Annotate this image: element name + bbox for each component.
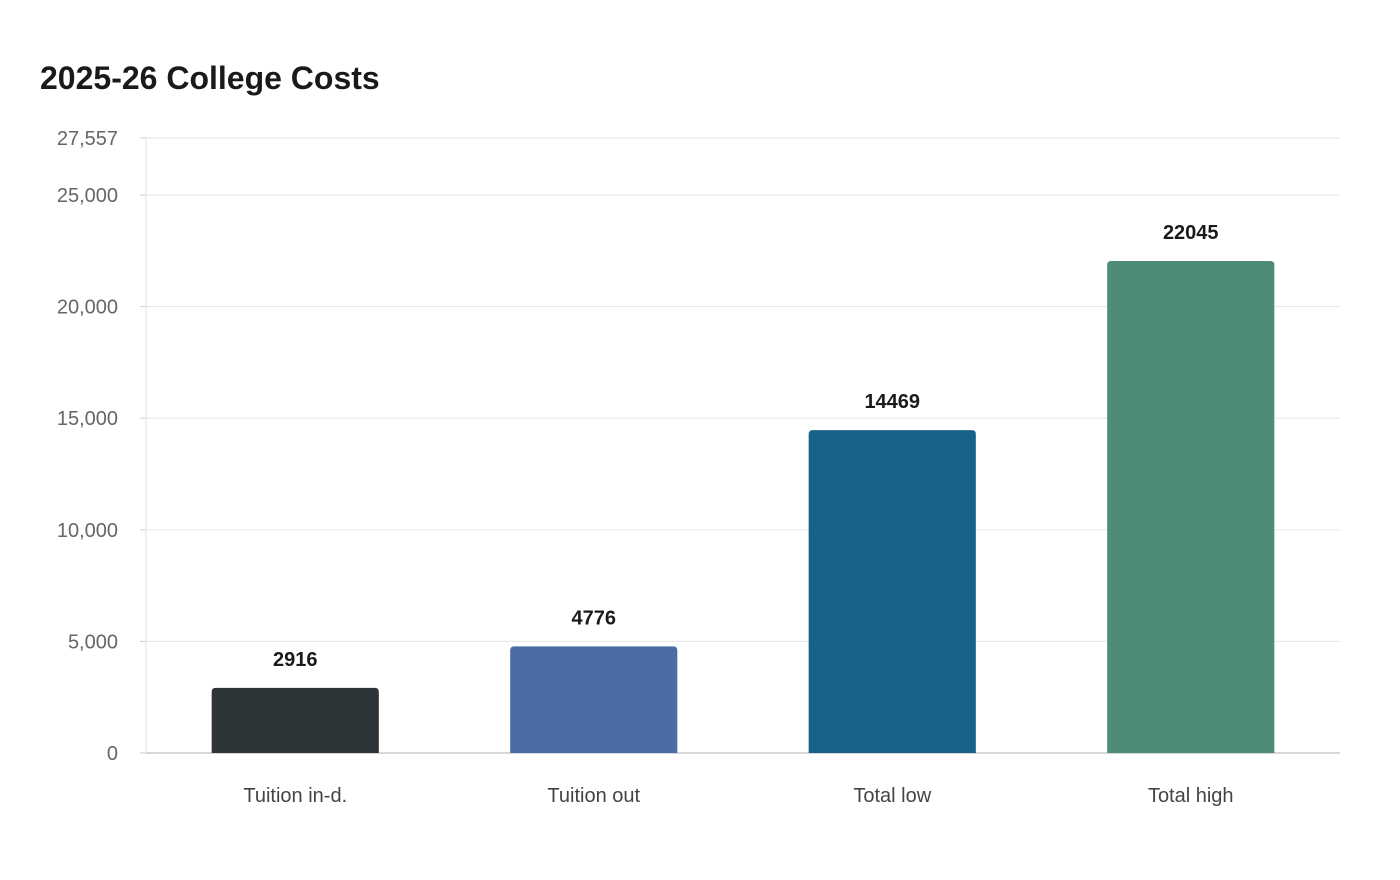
x-category-label: Tuition in-d. bbox=[243, 785, 347, 807]
bar-tuition-out bbox=[510, 646, 678, 753]
x-category-label: Tuition out bbox=[547, 785, 640, 807]
y-tick-label: 20,000 bbox=[57, 297, 118, 319]
y-axis-ticks: 0 5,000 10,000 15,000 20,000 25,000 27,557 bbox=[57, 128, 146, 765]
bar-value-label: 4776 bbox=[572, 607, 617, 629]
y-tick-label: 27,557 bbox=[57, 128, 118, 150]
bars bbox=[211, 261, 1275, 753]
bar-total-low bbox=[808, 430, 976, 753]
data-labels: 2916 4776 14469 22045 bbox=[273, 222, 1219, 671]
x-axis-categories: Tuition in-d. Tuition out Total low Total h… bbox=[243, 785, 1233, 807]
bar-total-high bbox=[1107, 261, 1275, 753]
x-category-label: Total low bbox=[853, 785, 931, 807]
y-tick-label: 0 bbox=[107, 743, 118, 765]
bar-value-label: 2916 bbox=[273, 649, 318, 671]
bar-value-label: 22045 bbox=[1163, 222, 1219, 244]
y-tick-label: 10,000 bbox=[57, 520, 118, 542]
bar-tuition-in-d bbox=[211, 687, 379, 753]
grid-lines bbox=[146, 137, 1340, 642]
y-tick-label: 25,000 bbox=[57, 185, 118, 207]
chart-title: 2025-26 College Costs bbox=[40, 60, 380, 96]
bar-value-label: 14469 bbox=[864, 391, 920, 413]
y-tick-label: 15,000 bbox=[57, 408, 118, 430]
x-category-label: Total high bbox=[1148, 785, 1234, 807]
y-tick-label: 5,000 bbox=[68, 631, 118, 653]
